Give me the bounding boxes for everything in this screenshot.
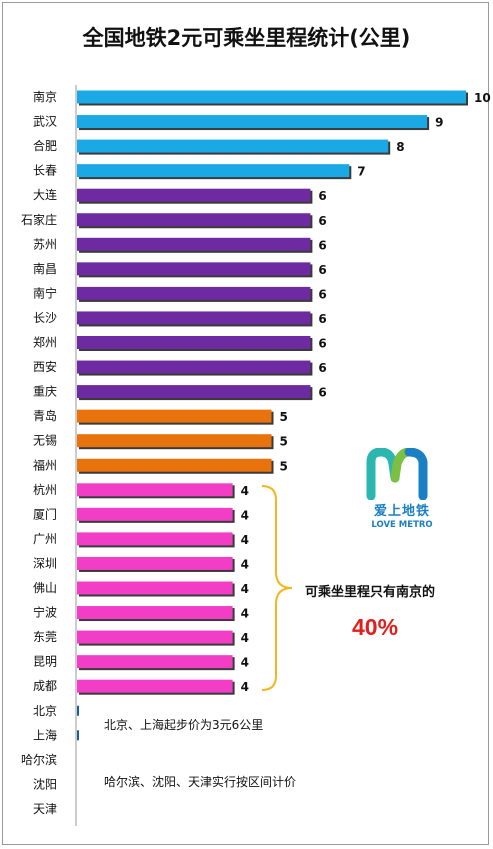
- value-label: 4: [241, 533, 249, 547]
- value-label: 4: [241, 484, 249, 498]
- bar-sliver: [77, 730, 79, 741]
- bar: [77, 213, 311, 227]
- value-label: 7: [357, 165, 365, 179]
- category-label: 昆明: [33, 655, 57, 669]
- category-label: 石家庄: [21, 212, 57, 227]
- category-label: 西安: [33, 359, 57, 374]
- value-label: 10: [474, 91, 491, 105]
- bar: [77, 679, 233, 693]
- value-label: 6: [318, 361, 326, 375]
- bar: [77, 90, 466, 104]
- category-label: 南昌: [33, 261, 57, 276]
- bar: [77, 581, 233, 595]
- bar: [77, 360, 311, 374]
- category-label: 沈阳: [33, 776, 57, 791]
- value-label: 6: [318, 386, 326, 400]
- value-label: 4: [241, 508, 249, 522]
- percent-label: 40%: [352, 614, 399, 640]
- bars: [77, 90, 468, 741]
- value-label: 5: [280, 459, 288, 473]
- value-label: 4: [241, 607, 249, 621]
- category-label: 重庆: [33, 385, 57, 399]
- love-metro-logo: 爱上地铁 LOVE METRO: [357, 447, 447, 542]
- value-label: 6: [318, 287, 326, 301]
- category-label: 南京: [33, 89, 57, 104]
- category-label: 大连: [33, 187, 57, 202]
- category-label: 武汉: [33, 115, 57, 129]
- logo-text-cn: 爱上地铁: [373, 504, 430, 519]
- value-label: 4: [241, 631, 249, 645]
- bar: [77, 385, 311, 399]
- category-label: 广州: [33, 532, 57, 546]
- bar: [77, 139, 389, 153]
- category-label: 厦门: [33, 506, 57, 521]
- bar: [77, 115, 428, 129]
- category-label: 长沙: [33, 311, 57, 325]
- bar: [77, 237, 311, 251]
- value-label: 6: [318, 214, 326, 228]
- category-label: 南宁: [33, 285, 57, 300]
- bar: [77, 606, 233, 620]
- bar: [77, 409, 272, 423]
- value-label: 6: [318, 189, 326, 203]
- category-label: 北京: [33, 704, 57, 718]
- value-label: 4: [241, 680, 249, 694]
- value-label: 6: [318, 263, 326, 277]
- bar: [77, 532, 233, 546]
- category-label: 东莞: [33, 630, 57, 644]
- category-labels: 南京武汉合肥长春大连石家庄苏州南昌南宁长沙郑州西安重庆青岛无锡福州杭州厦门广州深…: [21, 89, 57, 816]
- bar: [77, 286, 311, 300]
- category-label: 长春: [33, 164, 57, 178]
- bar-sliver: [77, 705, 79, 716]
- category-label: 天津: [33, 802, 57, 816]
- bar: [77, 458, 272, 472]
- category-label: 无锡: [33, 433, 57, 448]
- value-label: 4: [241, 557, 249, 571]
- brace-note: 可乘坐里程只有南京的: [305, 585, 436, 600]
- value-label: 4: [241, 656, 249, 670]
- chart-title: 全国地铁2元可乘坐里程统计(公里): [82, 26, 411, 50]
- bar: [77, 336, 311, 349]
- category-label: 宁波: [33, 605, 57, 620]
- value-labels: 10 9 8 7 6 6 6 6 6 6 6 6 6 5 5 5 4 4 4 4 4 4 4 4 4: [241, 91, 491, 694]
- category-label: 青岛: [33, 408, 57, 423]
- logo-text-en: LOVE METRO: [371, 520, 433, 530]
- bar: [77, 262, 311, 276]
- category-label: 郑州: [33, 335, 57, 350]
- value-label: 4: [241, 582, 249, 596]
- value-label: 6: [318, 238, 326, 252]
- value-label: 5: [280, 435, 288, 449]
- category-label: 合肥: [33, 138, 57, 153]
- category-label: 苏州: [33, 237, 57, 251]
- bar: [77, 188, 311, 202]
- bar: [77, 164, 350, 178]
- curly-brace: [261, 485, 293, 691]
- category-label: 哈尔滨: [21, 752, 57, 767]
- value-label: 9: [435, 116, 443, 130]
- category-label: 佛山: [33, 581, 57, 595]
- value-label: 6: [318, 337, 326, 351]
- category-label: 深圳: [33, 556, 57, 570]
- bar: [77, 311, 311, 325]
- category-label: 杭州: [33, 482, 57, 497]
- value-label: 5: [280, 410, 288, 424]
- metro-m-icon: [366, 447, 428, 501]
- category-label: 上海: [33, 727, 57, 742]
- bar: [77, 507, 233, 521]
- beijing-shanghai-note: 北京、上海起步价为3元6公里: [104, 718, 264, 732]
- bar: [77, 655, 233, 669]
- value-label: 6: [318, 312, 326, 326]
- harbin-shenyang-tianjin-note: 哈尔滨、沈阳、天津实行按区间计价: [104, 775, 297, 789]
- value-label: 8: [396, 140, 404, 154]
- category-label: 福州: [33, 457, 57, 472]
- bar: [77, 434, 272, 448]
- bar: [77, 630, 233, 644]
- bar: [77, 483, 233, 497]
- category-label: 成都: [33, 679, 57, 693]
- bar: [77, 556, 233, 570]
